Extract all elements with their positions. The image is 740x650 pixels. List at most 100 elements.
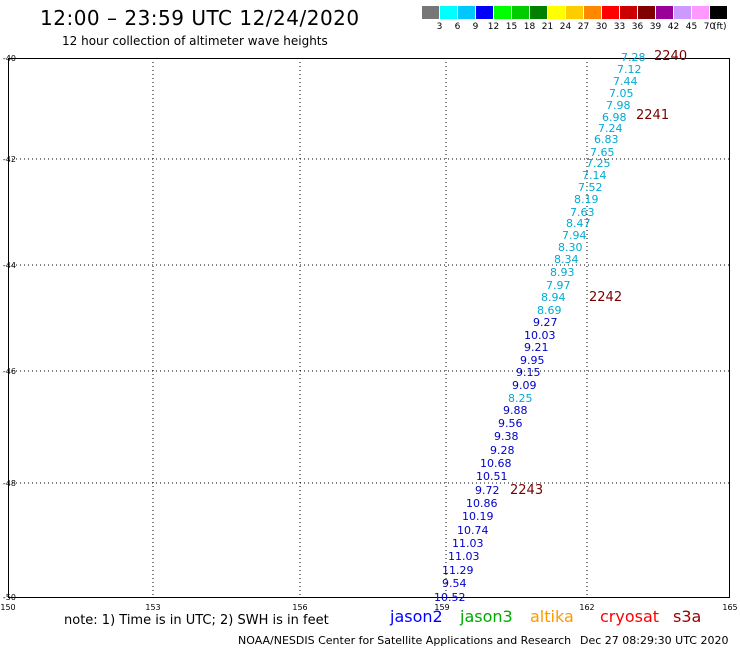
scale-label: 21 bbox=[541, 22, 554, 32]
wave-height-value: 7.65 bbox=[590, 146, 615, 159]
longitude-tick-label: 159 bbox=[434, 603, 450, 612]
scale-swatch bbox=[476, 6, 493, 19]
longitude-tick-label: 165 bbox=[722, 603, 738, 612]
scale-label: 42 bbox=[667, 22, 680, 32]
wave-height-value: 7.05 bbox=[609, 87, 634, 100]
scale-swatch bbox=[422, 6, 439, 19]
latitude-tick-label: -42 bbox=[2, 155, 16, 164]
wave-height-value: 9.54 bbox=[442, 577, 467, 590]
generated-timestamp: Dec 27 08:29:30 UTC 2020 bbox=[580, 634, 729, 647]
wave-height-value: 11.03 bbox=[452, 537, 484, 550]
scale-swatch bbox=[458, 6, 475, 19]
wave-height-value: 7.14 bbox=[582, 169, 607, 182]
satellite-name-jason3: jason3 bbox=[460, 607, 513, 626]
wave-height-value: 9.15 bbox=[516, 366, 541, 379]
wave-height-value: 10.86 bbox=[466, 497, 498, 510]
wave-height-value: 11.29 bbox=[442, 564, 474, 577]
scale-label: 18 bbox=[523, 22, 536, 32]
wave-height-value: 9.27 bbox=[533, 316, 558, 329]
latitude-tick-label: -40 bbox=[2, 54, 16, 63]
latitude-tick-label: -48 bbox=[2, 479, 16, 488]
map-subtitle: 12 hour collection of altimeter wave hei… bbox=[62, 34, 328, 48]
wave-height-value: 8.19 bbox=[574, 193, 599, 206]
wave-height-value: 9.38 bbox=[494, 430, 519, 443]
wave-height-value: 10.52 bbox=[434, 591, 466, 604]
satellite-name-cryosat: cryosat bbox=[600, 607, 660, 626]
wave-height-value: 7.44 bbox=[613, 75, 638, 88]
wave-height-value: 8.69 bbox=[537, 304, 562, 317]
wave-height-value: 10.68 bbox=[480, 457, 512, 470]
scale-label: 45 bbox=[685, 22, 698, 32]
scale-label: 36 bbox=[631, 22, 644, 32]
scale-swatch bbox=[566, 6, 583, 19]
pass-time-label: 2243 bbox=[510, 483, 544, 498]
scale-swatch bbox=[638, 6, 655, 19]
wave-height-value: 6.83 bbox=[594, 133, 619, 146]
wave-height-value: 8.93 bbox=[550, 266, 575, 279]
latitude-tick-label: -50 bbox=[2, 593, 16, 602]
map-title: 12:00 – 23:59 UTC 12/24/2020 bbox=[40, 6, 360, 30]
scale-swatch bbox=[710, 6, 727, 19]
wave-height-value: 7.94 bbox=[562, 229, 587, 242]
wave-height-value: 10.19 bbox=[462, 510, 494, 523]
scale-label: 24 bbox=[559, 22, 572, 32]
pass-time-label: 2240 bbox=[654, 49, 688, 64]
wave-height-value: 7.97 bbox=[546, 279, 571, 292]
scale-swatch bbox=[494, 6, 511, 19]
latitude-tick-label: -44 bbox=[2, 261, 16, 270]
scale-label: 3 bbox=[436, 22, 443, 32]
scale-swatch bbox=[530, 6, 547, 19]
scale-swatch bbox=[692, 6, 709, 19]
satellite-name-s3a: s3a bbox=[673, 607, 702, 626]
longitude-tick-label: 150 bbox=[0, 603, 16, 612]
wave-height-value: 8.25 bbox=[508, 392, 533, 405]
scale-swatch bbox=[440, 6, 457, 19]
wave-height-value: 8.30 bbox=[558, 241, 583, 254]
scale-swatch bbox=[674, 6, 691, 19]
scale-swatch bbox=[548, 6, 565, 19]
satellite-name-altika: altika bbox=[530, 607, 574, 626]
wave-height-value: 7.98 bbox=[606, 99, 631, 112]
plot-frame bbox=[8, 58, 730, 598]
wave-height-value: 10.51 bbox=[476, 470, 508, 483]
longitude-tick-label: 162 bbox=[579, 603, 595, 612]
scale-label: 30 bbox=[595, 22, 608, 32]
wave-height-value: 9.72 bbox=[475, 484, 500, 497]
wave-height-value: 10.03 bbox=[524, 329, 556, 342]
wave-height-value: 9.21 bbox=[524, 341, 549, 354]
wave-height-value: 8.47 bbox=[566, 217, 591, 230]
pass-time-label: 2242 bbox=[589, 290, 623, 305]
wave-height-value: 9.09 bbox=[512, 379, 537, 392]
scale-swatch bbox=[656, 6, 673, 19]
pass-time-label: 2241 bbox=[636, 108, 670, 123]
scale-label: (ft) bbox=[713, 22, 727, 32]
scale-label: 15 bbox=[505, 22, 518, 32]
wave-height-value: 9.56 bbox=[498, 417, 523, 430]
wave-height-value: 9.28 bbox=[490, 444, 515, 457]
wave-height-value: 8.34 bbox=[554, 253, 579, 266]
scale-label: 27 bbox=[577, 22, 590, 32]
wave-height-value: 7.25 bbox=[586, 157, 611, 170]
scale-label: 39 bbox=[649, 22, 662, 32]
units-note: note: 1) Time is in UTC; 2) SWH is in fe… bbox=[64, 613, 329, 628]
wave-height-value: 7.63 bbox=[570, 206, 595, 219]
scale-label: 70 bbox=[703, 22, 716, 32]
scale-label: 33 bbox=[613, 22, 626, 32]
scale-label: 9 bbox=[472, 22, 479, 32]
latitude-tick-label: -46 bbox=[2, 367, 16, 376]
wave-height-value: 7.28 bbox=[621, 51, 646, 64]
credit-text: NOAA/NESDIS Center for Satellite Applica… bbox=[238, 634, 572, 647]
wave-height-value: 10.74 bbox=[457, 524, 489, 537]
longitude-tick-label: 153 bbox=[145, 603, 161, 612]
longitude-tick-label: 156 bbox=[292, 603, 308, 612]
scale-label: 12 bbox=[487, 22, 500, 32]
wave-height-value: 9.88 bbox=[503, 404, 528, 417]
scale-swatch bbox=[602, 6, 619, 19]
wave-height-value: 8.94 bbox=[541, 291, 566, 304]
wave-height-value: 6.98 bbox=[602, 111, 627, 124]
scale-swatch bbox=[512, 6, 529, 19]
wave-height-value: 7.52 bbox=[578, 181, 603, 194]
wave-height-value: 11.03 bbox=[448, 550, 480, 563]
